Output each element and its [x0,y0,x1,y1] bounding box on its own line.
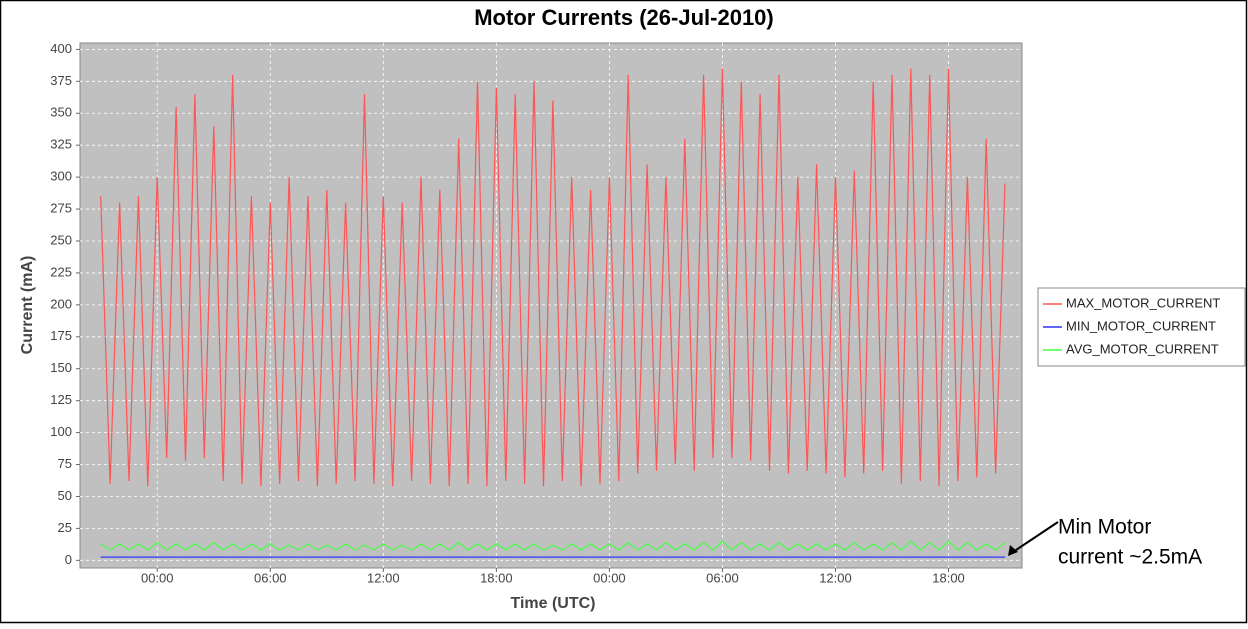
annotation-arrowhead [1008,545,1018,556]
y-tick-label: 200 [50,296,72,311]
y-tick-label: 375 [50,73,72,88]
x-tick-label: 18:00 [932,570,965,585]
x-axis-label: Time (UTC) [510,595,595,612]
legend-label: AVG_MOTOR_CURRENT [1066,341,1219,356]
x-tick-label: 18:00 [480,570,513,585]
legend [1037,287,1246,367]
x-tick-label: 00:00 [593,570,626,585]
y-axis-label: Current (mA) [19,256,36,355]
series-line [100,68,1006,487]
y-tick-label: 125 [50,392,72,407]
legend-label: MAX_MOTOR_CURRENT [1066,295,1220,310]
annotation: current ~2.5mA [1058,546,1202,569]
x-tick-label: 06:00 [706,570,739,585]
chart-title: Motor Currents (26-Jul-2010) [474,5,774,30]
y-tick-label: 175 [50,328,72,343]
y-tick-label: 75 [58,456,72,471]
y-tick-label: 150 [50,360,72,375]
y-tick-label: 275 [50,200,72,215]
y-tick-label: 25 [58,520,72,535]
plot-area [79,42,1023,569]
annotation: Min Motor [1058,516,1151,539]
y-tick-label: 0 [65,552,72,567]
y-tick-label: 100 [50,424,72,439]
y-tick-label: 50 [58,488,72,503]
x-tick-label: 06:00 [254,570,287,585]
legend-label: MIN_MOTOR_CURRENT [1066,318,1216,333]
y-tick-label: 250 [50,232,72,247]
y-tick-label: 300 [50,169,72,184]
y-tick-label: 325 [50,137,72,152]
y-tick-label: 400 [50,41,72,56]
x-tick-label: 00:00 [141,570,174,585]
y-tick-label: 225 [50,264,72,279]
annotation-arrow [1009,521,1059,555]
x-tick-label: 12:00 [367,570,400,585]
series-line [100,540,1006,551]
x-tick-label: 12:00 [819,570,852,585]
y-tick-label: 350 [50,105,72,120]
